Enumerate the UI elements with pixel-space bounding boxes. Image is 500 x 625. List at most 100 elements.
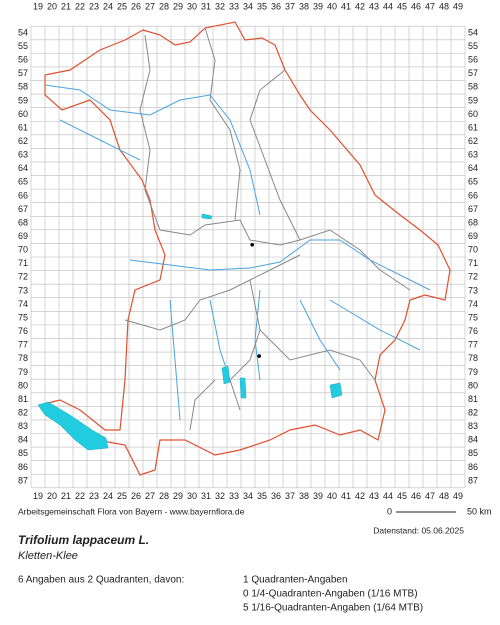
row-label: 59	[468, 95, 478, 105]
column-label: 47	[425, 1, 435, 11]
row-label: 66	[468, 190, 478, 200]
column-label: 39	[313, 491, 323, 501]
column-label: 32	[215, 491, 225, 501]
column-label: 42	[355, 491, 365, 501]
row-label: 67	[468, 204, 478, 214]
column-label: 34	[243, 491, 253, 501]
row-label: 60	[468, 109, 478, 119]
summary-total: 6 Angaben aus 2 Quadranten, davon:	[18, 575, 184, 586]
row-label: 83	[468, 421, 478, 431]
scale-end: 50 km	[467, 506, 492, 516]
row-label: 72	[18, 272, 28, 282]
row-label: 68	[468, 217, 478, 227]
column-label: 46	[411, 1, 421, 11]
column-label: 23	[89, 491, 99, 501]
row-label: 59	[18, 95, 28, 105]
column-label: 25	[117, 1, 127, 11]
row-label: 54	[468, 27, 478, 37]
column-label: 26	[131, 1, 141, 11]
column-label: 41	[341, 1, 351, 11]
species-name: Trifolium lappaceum L.	[18, 533, 149, 547]
column-label: 26	[131, 491, 141, 501]
row-label: 64	[18, 163, 28, 173]
row-label: 81	[468, 394, 478, 404]
row-label: 84	[468, 435, 478, 445]
column-label: 28	[159, 1, 169, 11]
row-label: 81	[18, 394, 28, 404]
row-label: 65	[18, 177, 28, 187]
column-label: 32	[215, 1, 225, 11]
column-label: 24	[103, 1, 113, 11]
row-label: 70	[468, 245, 478, 255]
column-label: 22	[75, 1, 85, 11]
column-label: 45	[397, 1, 407, 11]
column-label: 38	[299, 1, 309, 11]
column-label: 31	[201, 1, 211, 11]
column-label: 28	[159, 491, 169, 501]
column-label: 40	[327, 1, 337, 11]
occurrences	[250, 242, 262, 358]
row-label: 61	[18, 122, 28, 132]
row-label: 57	[18, 68, 28, 78]
column-label: 43	[369, 491, 379, 501]
row-label: 77	[468, 340, 478, 350]
column-label: 19	[33, 491, 43, 501]
row-label: 74	[468, 299, 478, 309]
column-label: 48	[439, 1, 449, 11]
row-label: 64	[468, 163, 478, 173]
column-label: 27	[145, 1, 155, 11]
row-label: 82	[468, 408, 478, 418]
row-label: 66	[18, 190, 28, 200]
summary-line: 1 Quadranten-Angaben	[243, 575, 348, 586]
row-label: 58	[18, 82, 28, 92]
row-label: 80	[468, 380, 478, 390]
row-label: 77	[18, 340, 28, 350]
column-label: 44	[383, 491, 393, 501]
common-name: Kletten-Klee	[18, 550, 78, 562]
credit: Arbeitsgemeinschaft Flora von Bayern - w…	[18, 506, 245, 516]
row-label: 75	[18, 312, 28, 322]
row-label: 67	[18, 204, 28, 214]
column-label: 30	[187, 491, 197, 501]
border	[38, 21, 451, 476]
row-label: 72	[468, 272, 478, 282]
row-label: 85	[18, 448, 28, 458]
column-label: 30	[187, 1, 197, 11]
row-label: 86	[468, 462, 478, 472]
column-label: 22	[75, 491, 85, 501]
row-label: 84	[18, 435, 28, 445]
column-label: 44	[383, 1, 393, 11]
lake	[329, 382, 343, 399]
column-label: 38	[299, 491, 309, 501]
row-label: 69	[468, 231, 478, 241]
row-label: 78	[468, 353, 478, 363]
column-label: 48	[439, 491, 449, 501]
row-label: 87	[18, 475, 28, 485]
column-label: 24	[103, 491, 113, 501]
row-label: 83	[18, 421, 28, 431]
date: Datenstand: 05.06.2025	[373, 525, 464, 535]
row-label: 79	[18, 367, 28, 377]
column-label: 46	[411, 491, 421, 501]
column-label: 40	[327, 491, 337, 501]
column-label: 35	[257, 491, 267, 501]
row-label: 62	[468, 136, 478, 146]
lake	[37, 401, 109, 451]
lake	[201, 213, 213, 220]
column-label: 42	[355, 1, 365, 11]
row-label: 70	[18, 245, 28, 255]
row-label: 62	[18, 136, 28, 146]
scale-bar: 0 50 km	[387, 506, 492, 516]
column-label: 35	[257, 1, 267, 11]
column-label: 21	[61, 491, 71, 501]
row-label: 75	[468, 312, 478, 322]
row-label: 79	[468, 367, 478, 377]
column-label: 49	[453, 1, 463, 11]
row-label: 61	[468, 122, 478, 132]
column-label: 27	[145, 491, 155, 501]
row-label: 57	[468, 68, 478, 78]
scale-start: 0	[387, 506, 392, 516]
column-label: 37	[285, 1, 295, 11]
column-label: 36	[271, 491, 281, 501]
